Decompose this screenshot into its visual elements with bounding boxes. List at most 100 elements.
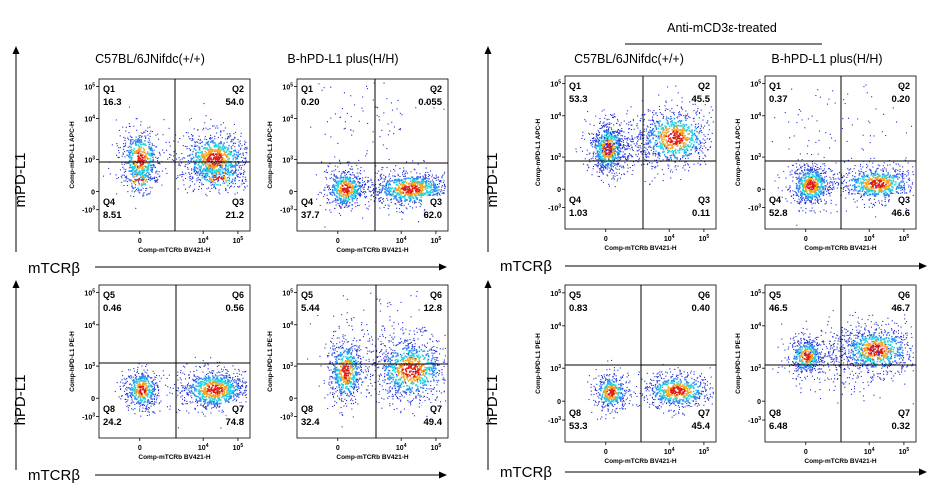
panel-p5-quadrant-value: 0.56 [226,303,245,314]
panel-p1-x-tick: 0 [138,238,142,245]
panel-p4-quadrant-name: Q3 [898,195,910,205]
panel-p7-quadrant-value: 53.3 [569,421,588,432]
panel-p2-x-tick: 104 [396,236,407,245]
panel-p8-x-tick: 104 [864,447,875,456]
header-right-genotype-2: B-hPD-L1 plus(H/H) [771,52,882,66]
panel-p2-x-tick: 105 [431,236,442,245]
panel-p8-quadrant-name: Q6 [898,290,910,300]
panel-p3-y-tick: -103 [548,204,561,213]
panel-p8-quadrant-value: 6.48 [769,421,788,432]
panel-p1-quadrant-value: 16.3 [103,97,122,108]
panel-p3-quadrant-value: 45.5 [692,94,711,105]
panel-p5-quadrant-value: 24.2 [103,417,122,428]
left-bottom-y-axis-label: hPD-L1 [12,375,29,426]
panel-p7-label-backdrop [690,407,712,419]
panel-p5-quadrant-name: Q8 [103,404,115,414]
panel-p7-y-tick: 105 [550,289,561,298]
panel-p1-y-axis-label: Comp-mPD-L1 APC-H [69,121,76,189]
panel-p4-x-tick: 105 [899,234,910,243]
panel-p4-y-tick: 104 [750,112,761,121]
panel-p7-quadrant-name: Q8 [569,408,581,418]
panel-p7-quadrant-name: Q6 [698,290,710,300]
panel-p4-quadrant-value: 46.6 [892,208,911,219]
panel-p8-quadrant-name: Q5 [769,290,781,300]
panel-p7-quadrant-name: Q7 [698,408,710,418]
panel-p1-quadrant-name: Q3 [232,197,244,207]
panel-p8: Q5 46.5 Q6 46.7 Q7 0.32 Q8 6.48 0 104 105 -103 0 103 1… [735,284,917,465]
panel-p3-y-axis-label: Comp-mPD-L1 APC-H [535,119,542,187]
panel-p1-y-tick: 103 [84,156,95,165]
panel-p2-quadrant-name: Q2 [430,84,442,94]
panel-p8-y-tick: -103 [748,416,761,425]
panel-p7-quadrant-value: 45.4 [692,421,711,432]
panel-p3-y-tick: 103 [550,153,561,162]
panel-p3-x-axis-label: Comp-mTCRb BV421-H [604,245,677,252]
panel-p6-label-backdrop [422,403,444,415]
panel-p3-y-tick: 104 [550,112,561,121]
panel-p6-quadrant-value: 32.4 [301,417,320,428]
panel-p7-events [587,359,714,423]
panel-p1-y-tick: 105 [84,83,95,92]
panel-p8-x-axis-label: Comp-mTCRb BV421-H [804,458,877,465]
panel-p8-y-tick: 0 [757,399,761,406]
panel-p4-y-tick: 103 [750,153,761,162]
right-bottom-y-axis-label: hPD-L1 [484,375,501,426]
panel-p3-quadrant-value: 1.03 [569,208,588,219]
panel-p4-quadrant-name: Q1 [769,81,781,91]
panel-p5-quadrant-value: 74.8 [226,417,245,428]
panel-p1-label-backdrop [224,196,246,208]
panel-p4-y-tick: -103 [748,204,761,213]
panel-p2-x-tick: 0 [336,238,340,245]
panel-p1-y-tick: -103 [82,206,95,215]
panel-p6-quadrant-name: Q8 [301,404,313,414]
panel-p3-quadrant-name: Q3 [698,195,710,205]
panel-p8-x-tick: 105 [899,447,910,456]
panel-p1: Q1 16.3 Q2 54.0 Q3 21.2 Q4 8.51 0 104 105 -103 0 103 1… [69,78,251,254]
panel-p1-quadrant-value: 21.2 [226,210,245,221]
panel-p8-y-tick: 104 [750,322,761,331]
panel-p6-quadrant-name: Q6 [430,290,442,300]
panel-p4-quadrant-name: Q4 [769,195,781,205]
panel-p8-quadrant-value: 46.5 [769,303,788,314]
panel-p6-quadrant-value: 5.44 [301,303,320,314]
panel-p6-frame [296,284,449,439]
panel-p7-y-axis-label: Comp-hPD-L1 PE-H [535,333,542,394]
panel-p8-y-tick: 103 [750,364,761,373]
panel-p3-x-tick: 105 [699,234,710,243]
panel-p5-y-tick: 104 [84,321,95,330]
panel-p2-quadrant-value: 62.0 [424,210,443,221]
left-bottom-x-axis-label: mTCRβ [28,467,80,484]
panel-p6-y-axis-label: Comp-hPD-L1 PE-H [267,331,274,392]
panel-p4-y-tick: 0 [757,187,761,194]
panel-p2-quadrant-value: 0.20 [301,97,320,108]
panel-p7-x-axis-label: Comp-mTCRb BV421-H [604,458,677,465]
left-top-y-axis-label: mPD-L1 [12,152,29,207]
panel-p5-x-axis-label: Comp-mTCRb BV421-H [138,454,211,461]
panel-p2-y-tick: 0 [289,189,293,196]
panel-p4-quadrant-value: 52.8 [769,208,788,219]
right-top-x-axis-label: mTCRβ [500,258,552,275]
panel-p6-y-tick: 0 [289,396,293,403]
panel-p3-x-tick: 0 [604,236,608,243]
right-bottom-x-axis-label: mTCRβ [500,464,552,481]
panel-p1-x-tick: 104 [198,236,209,245]
panel-p3-y-tick: 0 [557,187,561,194]
panel-p1-y-tick: 104 [84,115,95,124]
flow-panels: Q1 16.3 Q2 54.0 Q3 21.2 Q4 8.51 0 104 105 -103 0 103 1… [69,75,917,465]
panel-p6-y-tick: -103 [280,413,293,422]
panel-p2-x-axis-label: Comp-mTCRb BV421-H [336,247,409,254]
panel-p1-events [103,103,248,209]
panel-p2-y-tick: 105 [282,83,293,92]
panel-p6-x-axis-label: Comp-mTCRb BV421-H [336,454,409,461]
header-treatment-label: Anti-mCD3ε-treated [667,21,777,35]
panel-p8-quadrant-name: Q8 [769,408,781,418]
panel-p6-quadrant-name: Q5 [301,290,313,300]
panel-p4-y-axis-label: Comp-mPD-L1 APC-H [735,119,742,187]
panel-p2-events [309,82,446,228]
panel-p1-quadrant-value: 8.51 [103,210,122,221]
panel-p1-x-axis-label: Comp-mTCRb BV421-H [138,247,211,254]
panel-p1-quadrant-name: Q1 [103,84,115,94]
panel-p5-events [114,356,248,429]
panel-p3-quadrant-name: Q2 [698,81,710,91]
